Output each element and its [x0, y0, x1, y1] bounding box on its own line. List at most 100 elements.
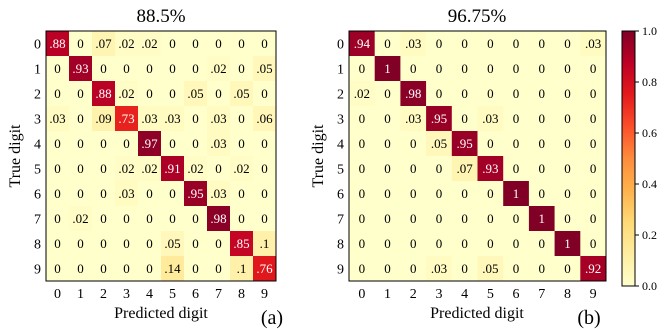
heatmap-cell-b-r8-c4 [451, 231, 478, 257]
cell-value-label-b-r4-c6: 0 [513, 136, 520, 151]
colorbar-gradient [621, 30, 636, 287]
heatmap-cell-b-r8-c7 [528, 231, 555, 257]
heatmap-cell-b-r6-c6 [503, 181, 530, 207]
cell-value-label-a-r4-c2: 0 [100, 136, 107, 151]
cell-value-label-a-r1-c6: 0 [192, 61, 199, 76]
cell-value-label-b-r3-c1: 0 [384, 111, 391, 126]
x-tick-labels-b: 0 1 2 3 4 5 6 7 8 9 [358, 287, 596, 302]
x-tick-label-b-3: 3 [435, 287, 442, 302]
cell-value-label-a-r6-c6: .95 [187, 186, 203, 201]
cell-value-label-a-r4-c7: .03 [210, 136, 226, 151]
cell-value-label-b-r5-c7: 0 [539, 161, 546, 176]
heatmap-cell-b-r5-c7 [528, 156, 555, 182]
cell-value-label-b-r1-c8: 0 [564, 61, 571, 76]
heatmap-cell-a-r3-c1 [69, 106, 93, 132]
colorbar-tick-label-0: 0.0 [642, 279, 657, 293]
cell-value-label-b-r4-c4: .95 [457, 136, 473, 151]
cell-value-label-b-r0-c0: .94 [354, 36, 371, 51]
cell-value-label-a-r0-c8: 0 [238, 36, 245, 51]
heatmap-cell-b-r4-c6 [503, 131, 530, 157]
cell-value-label-a-r9-c9: .76 [256, 261, 273, 276]
plot-frame-a [45, 30, 277, 282]
cell-value-label-a-r6-c3: .03 [118, 186, 134, 201]
heatmap-cell-b-r9-c3 [426, 256, 453, 282]
cell-value-label-a-r9-c2: 0 [100, 261, 107, 276]
heatmap-cell-a-r1-c3 [115, 56, 139, 82]
heatmap-cell-b-r4-c3 [426, 131, 453, 157]
cell-value-label-b-r1-c3: 0 [436, 61, 443, 76]
y-tick-label-a-5: 5 [34, 163, 41, 178]
heatmap-cell-b-r6-c8 [554, 181, 581, 207]
cell-value-label-b-r5-c8: 0 [564, 161, 571, 176]
heatmap-cell-b-r0-c8 [554, 31, 581, 57]
cell-value-label-b-r5-c2: 0 [410, 161, 417, 176]
heatmap-cell-b-r9-c1 [374, 256, 401, 282]
heatmap-cell-a-r8-c0 [46, 231, 70, 257]
heatmap-cell-a-r1-c2 [92, 56, 116, 82]
heatmap-cell-a-r7-c3 [115, 206, 139, 232]
cell-value-label-a-r0-c7: 0 [215, 36, 222, 51]
cell-value-label-a-r0-c9: 0 [261, 36, 268, 51]
cell-value-label-b-r8-c6: 0 [513, 236, 520, 251]
heatmap-cell-a-r7-c1 [69, 206, 93, 232]
y-tick-label-a-8: 8 [34, 238, 41, 253]
heatmap-cell-b-r4-c0 [349, 131, 375, 157]
x-tick-label-b-8: 8 [564, 287, 571, 302]
cell-value-label-a-r0-c5: 0 [169, 36, 176, 51]
heatmap-cell-b-r1-c6 [503, 56, 530, 82]
heatmap-cell-a-r6-c7 [207, 181, 231, 207]
heatmap-cell-a-r5-c7 [207, 156, 231, 182]
chart-title-a: 88.5% [136, 6, 185, 27]
heatmap-cell-a-r0-c2 [92, 31, 116, 57]
cell-value-label-a-r3-c9: .06 [256, 111, 273, 126]
cell-value-label-a-r9-c0: 0 [54, 261, 61, 276]
heatmap-cell-b-r1-c1 [374, 56, 401, 82]
heatmap-cell-b-r4-c4 [451, 131, 478, 157]
heatmap-cell-a-r3-c9 [253, 106, 277, 132]
heatmap-cell-a-r4-c3 [115, 131, 139, 157]
cell-value-label-a-r0-c3: .02 [118, 36, 134, 51]
cell-value-label-a-r2-c6: .05 [187, 86, 203, 101]
x-tick-label-b-4: 4 [461, 287, 468, 302]
cell-value-label-a-r7-c8: 0 [238, 211, 245, 226]
cell-value-label-a-r6-c2: 0 [100, 186, 107, 201]
heatmap-cell-b-r6-c2 [400, 181, 427, 207]
heatmap-cell-a-r9-c1 [69, 256, 93, 282]
x-tick-label-b-9: 9 [590, 287, 597, 302]
cell-value-label-a-r5-c7: 0 [215, 161, 222, 176]
cell-value-label-a-r1-c3: 0 [123, 61, 130, 76]
cell-value-label-b-r8-c8: 1 [564, 236, 571, 251]
heatmap-cell-a-r7-c5 [161, 206, 185, 232]
heatmap-cell-b-r1-c0 [349, 56, 375, 82]
cell-value-label-a-r2-c5: 0 [169, 86, 176, 101]
heatmap-cell-a-r0-c6 [184, 31, 208, 57]
y-tick-label-b-9: 9 [337, 263, 344, 278]
heatmap-cell-b-r9-c5 [477, 256, 504, 282]
heatmap-cell-b-r0-c4 [451, 31, 478, 57]
colorbar: 0.0 0.2 0.4 0.6 0.8 1.0 [621, 24, 657, 293]
cell-value-label-a-r8-c8: .85 [233, 236, 249, 251]
cell-value-label-b-r2-c5: 0 [487, 86, 494, 101]
cell-value-label-b-r1-c7: 0 [539, 61, 546, 76]
heatmap-cell-a-r3-c8 [230, 106, 254, 132]
heatmap-cell-a-r4-c1 [69, 131, 93, 157]
heatmap-cell-b-r2-c2 [400, 81, 427, 107]
heatmap-cell-b-r0-c1 [374, 31, 401, 57]
x-tick-label-b-7: 7 [538, 287, 545, 302]
heatmap-cell-b-r6-c1 [374, 181, 401, 207]
y-tick-label-b-6: 6 [337, 188, 344, 203]
heatmap-cell-a-r7-c4 [138, 206, 162, 232]
heatmap-cell-b-r4-c9 [580, 131, 607, 157]
heatmap-cell-b-r0-c9 [580, 31, 607, 57]
heatmap-cell-a-r3-c0 [46, 106, 70, 132]
heatmap-cell-a-r9-c3 [115, 256, 139, 282]
heatmap-cell-a-r8-c9 [253, 231, 277, 257]
heatmap-cell-b-r3-c5 [477, 106, 504, 132]
heatmap-cell-a-r6-c3 [115, 181, 139, 207]
heatmap-cell-a-r6-c1 [69, 181, 93, 207]
heatmap-cell-a-r2-c2 [92, 81, 116, 107]
cell-value-label-b-r6-c1: 0 [384, 186, 391, 201]
heatmap-cell-a-r0-c8 [230, 31, 254, 57]
chart-title-b: 96.75% [448, 6, 507, 27]
cell-value-label-a-r4-c9: 0 [261, 136, 268, 151]
